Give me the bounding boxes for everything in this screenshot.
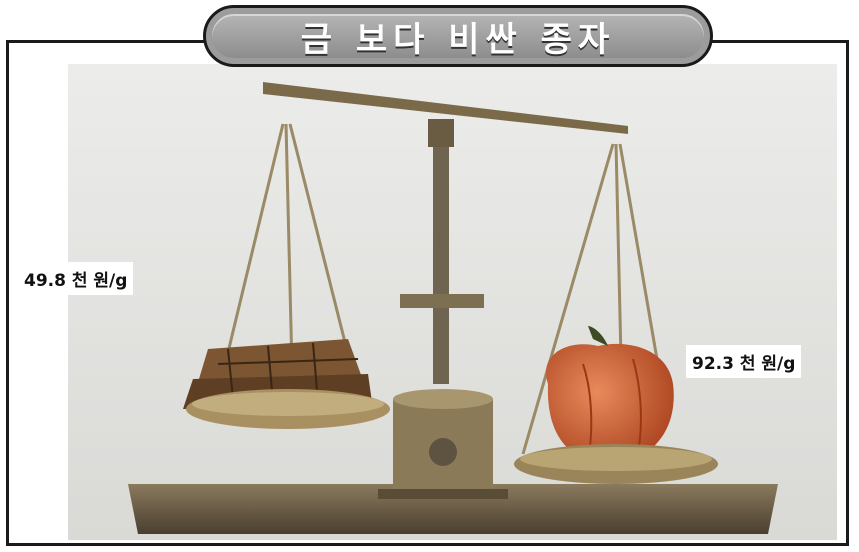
title-badge-inner	[212, 14, 704, 58]
title-badge: 금 보다 비싼 종자	[203, 5, 713, 67]
page-title: 금 보다 비싼 종자	[300, 19, 616, 60]
scale-beam	[263, 82, 628, 134]
scale-column	[378, 144, 508, 499]
scale-base	[128, 484, 778, 534]
gold-price-label: 49.8 천 원/g	[18, 262, 134, 295]
beam-pivot	[428, 119, 454, 147]
seed-price-label: 92.3 천 원/g	[686, 345, 802, 378]
balance-scale-photo	[68, 64, 837, 540]
bell-pepper	[546, 326, 674, 464]
